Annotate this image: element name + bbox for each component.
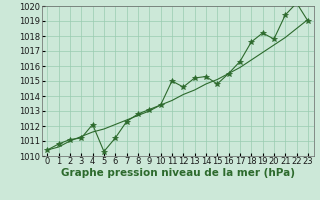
X-axis label: Graphe pression niveau de la mer (hPa): Graphe pression niveau de la mer (hPa) [60, 168, 295, 178]
